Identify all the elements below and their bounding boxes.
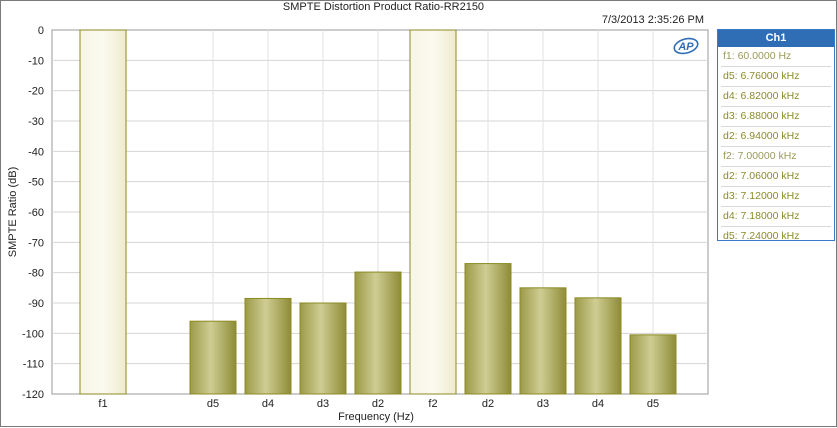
legend-separator	[721, 206, 831, 207]
timestamp: 7/3/2013 2:35:26 PM	[601, 14, 704, 26]
x-tick-label: d4	[592, 398, 604, 410]
legend-separator	[721, 146, 831, 147]
legend-panel: Ch1 f1: 60.0000 Hz d5: 6.76000 kHz d4: 6.8…	[717, 29, 835, 242]
x-tick-label: f1	[98, 398, 107, 410]
x-tick-label: d2	[372, 398, 384, 410]
y-tick-label: -120	[22, 389, 44, 401]
legend-entries: f1: 60.0000 Hz d5: 6.76000 kHz d4: 6.82000…	[718, 47, 834, 246]
bar-d2-upper	[464, 263, 512, 395]
legend-entry: d2: 6.94000 kHz	[723, 130, 800, 142]
x-tick-label: d3	[317, 398, 329, 410]
bar-d2-lower	[354, 271, 402, 395]
legend-separator	[721, 226, 831, 227]
bar-d4-lower	[244, 297, 292, 395]
x-tick-label: d2	[482, 398, 494, 410]
legend-separator	[721, 126, 831, 127]
legend-separator	[721, 66, 831, 67]
y-tick-label: -50	[28, 177, 44, 189]
x-tick-label: d5	[207, 398, 219, 410]
bar-f2	[409, 29, 457, 395]
chart-title: SMPTE Distortion Product Ratio-RR2150	[282, 1, 485, 13]
bars	[79, 29, 677, 395]
legend-entry: d4: 7.18000 kHz	[723, 210, 800, 222]
y-tick-label: -90	[28, 298, 44, 310]
legend-entry: d3: 6.88000 kHz	[723, 110, 800, 122]
bar-d5-lower	[189, 320, 237, 395]
legend-separator	[721, 166, 831, 167]
y-tick-label: -70	[28, 237, 44, 249]
ap-logo-icon: AP	[673, 37, 699, 55]
legend-entry: d4: 6.82000 kHz	[723, 90, 800, 102]
y-tick-label: -40	[28, 146, 44, 158]
legend-entry: d2: 7.06000 kHz	[723, 170, 800, 182]
legend-entry: f1: 60.0000 Hz	[723, 50, 792, 62]
y-tick-label: -20	[28, 86, 44, 98]
x-tick-label: d5	[647, 398, 659, 410]
legend-header: Ch1	[718, 30, 834, 47]
x-tick-label: d3	[537, 398, 549, 410]
y-axis-label: SMPTE Ratio (dB)	[7, 167, 19, 257]
bar-d5-upper	[629, 334, 677, 395]
y-tick-label: 0	[38, 25, 44, 37]
svg-text:AP: AP	[677, 41, 694, 53]
y-tick-label: -110	[23, 359, 44, 371]
y-tick-label: -60	[28, 207, 44, 219]
x-tick-label: d4	[262, 398, 274, 410]
legend-separator	[721, 106, 831, 107]
y-tick-label: -10	[28, 55, 44, 67]
legend-separator	[721, 186, 831, 187]
y-tick-label: -100	[22, 328, 44, 340]
bar-f1	[79, 29, 127, 395]
y-tick-label: -30	[28, 116, 44, 128]
legend-separator	[721, 86, 831, 87]
legend-entry: d5: 7.24000 kHz	[723, 230, 800, 242]
y-tick-label: -80	[28, 268, 44, 280]
legend-entry: d3: 7.12000 kHz	[723, 190, 800, 202]
bar-d3-upper	[519, 287, 567, 395]
x-axis-label: Frequency (Hz)	[338, 411, 414, 423]
legend-entry: f2: 7.00000 kHz	[723, 150, 797, 162]
x-tick-labels: f1 d5 d4 d3 d2 f2 d2 d3 d4 d5	[98, 398, 659, 410]
bar-d3-lower	[299, 302, 347, 395]
bar-d4-upper	[574, 297, 622, 395]
legend-entry: d5: 6.76000 kHz	[723, 70, 800, 82]
x-tick-label: f2	[428, 398, 437, 410]
y-tick-labels: 0 -10 -20 -30 -40 -50 -60 -70 -80 -90 -100 -110 -120	[22, 25, 44, 401]
